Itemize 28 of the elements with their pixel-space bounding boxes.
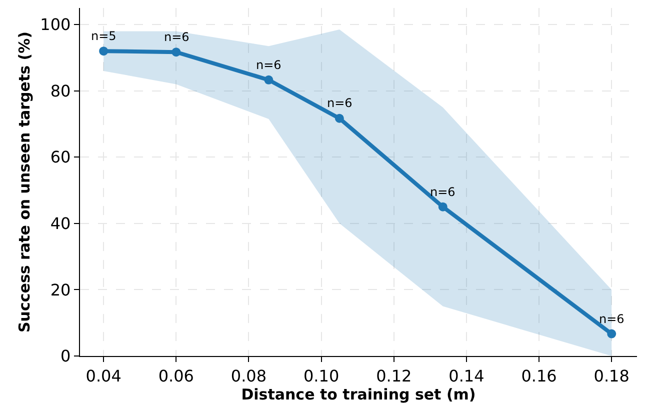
point [438,202,448,212]
y-tick-label: 0 [60,346,71,366]
y-tick-label: 20 [50,280,71,300]
annotation: n=5 [91,29,116,43]
x-tick-label: 0.04 [86,366,122,386]
point [264,75,274,84]
y-tick-label: 60 [50,148,71,167]
x-axis-title: Distance to training set (m) [241,385,476,404]
x-tick-label: 0.16 [521,366,557,386]
x-tick-label: 0.12 [376,366,412,386]
x-tick-label: 0.08 [230,366,267,386]
y-tick-label: 40 [50,214,71,234]
x-tick-label: 0.10 [303,366,340,386]
y-axis-title: Success rate on unseen targets (%) [15,31,34,333]
x-tick-label: 0.06 [158,366,194,386]
point [172,48,181,57]
annotation: n=6 [256,58,282,72]
y-tick-label: 80 [50,81,71,100]
annotation: n=6 [430,185,456,199]
annotation: n=6 [327,96,352,110]
point [607,329,616,338]
point [99,46,108,56]
annotation: n=6 [599,312,624,326]
point [334,114,344,123]
x-tick-label: 0.14 [448,366,484,386]
y-tick-label: 100 [40,15,71,34]
annotation: n=6 [164,30,190,44]
x-tick-label: 0.18 [594,366,630,386]
